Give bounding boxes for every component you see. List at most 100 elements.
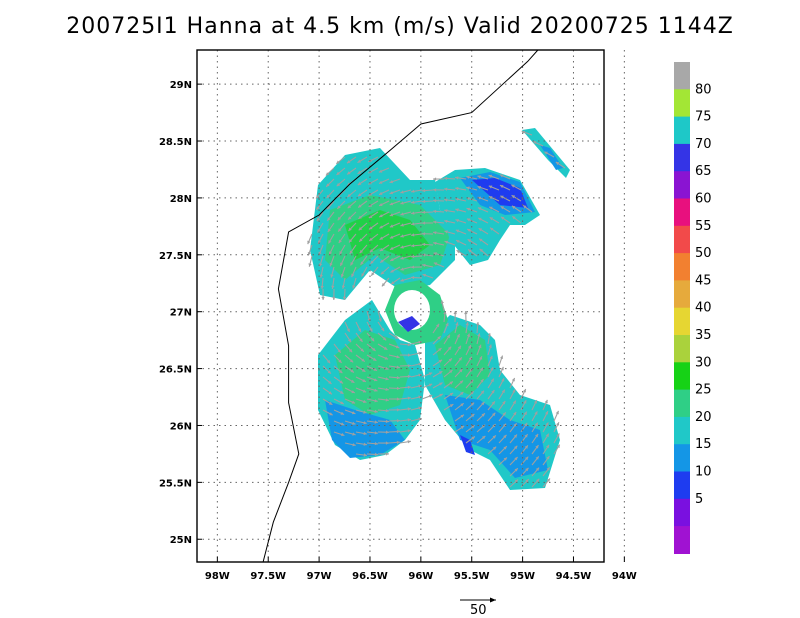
wind-arrowhead xyxy=(437,336,441,340)
wind-arrowhead xyxy=(379,203,383,206)
wind-arrowhead xyxy=(433,177,437,181)
wind-arrowhead xyxy=(385,419,389,424)
colorbar-segment xyxy=(674,335,690,363)
wind-arrowhead xyxy=(373,378,378,382)
wind-arrowhead xyxy=(481,413,485,417)
wind-arrowhead xyxy=(411,265,415,269)
wind-arrowhead xyxy=(546,456,550,460)
wind-arrowhead xyxy=(535,456,539,460)
wind-arrowhead xyxy=(445,322,449,327)
wind-arrowhead xyxy=(503,434,507,439)
wind-arrowhead xyxy=(361,358,365,362)
wind-arrowhead xyxy=(455,322,459,326)
wind-arrowhead xyxy=(389,202,394,206)
wind-arrowhead xyxy=(328,401,333,405)
wind-arrowhead xyxy=(460,414,464,418)
wind-arrowhead xyxy=(357,181,362,185)
wind-arrowhead xyxy=(433,231,437,235)
wind-arrowhead xyxy=(500,206,505,210)
wind-arrowhead xyxy=(411,233,415,237)
wind-arrowhead xyxy=(466,207,471,211)
wind-arrowhead xyxy=(336,171,340,175)
wind-arrowhead xyxy=(411,244,415,248)
wind-arrowhead xyxy=(350,379,355,383)
wind-arrowhead xyxy=(500,216,505,220)
wind-arrowhead xyxy=(359,238,363,242)
wind-arrowhead xyxy=(338,239,342,244)
wind-arrowhead xyxy=(489,206,493,210)
wind-arrowhead xyxy=(350,262,354,266)
wind-arrowhead xyxy=(390,269,394,273)
wind-arrowhead xyxy=(418,384,422,388)
wind-arrowhead xyxy=(327,370,331,374)
wind-arrowhead xyxy=(455,208,459,212)
wind-arrowhead xyxy=(444,219,448,223)
wind-arrowhead xyxy=(488,185,493,189)
wind-arrowhead xyxy=(500,366,504,371)
wind-arrowhead xyxy=(489,196,493,200)
wind-arrowhead xyxy=(521,130,526,134)
wind-arrowhead xyxy=(467,239,472,243)
wind-arrowhead xyxy=(501,378,505,382)
colorbar-label: 15 xyxy=(695,437,712,452)
wind-arrowhead xyxy=(523,411,527,416)
wind-arrowhead xyxy=(373,367,377,371)
wind-arrowhead xyxy=(545,433,549,438)
wind-arrowhead xyxy=(523,400,527,404)
wind-arrowhead xyxy=(400,245,404,249)
wind-arrowhead xyxy=(407,385,411,389)
wind-arrowhead xyxy=(316,217,320,222)
wind-arrowhead xyxy=(466,175,470,179)
colorbar-label: 55 xyxy=(695,219,712,234)
wind-arrowhead xyxy=(390,258,394,261)
wind-arrowhead xyxy=(348,216,352,220)
wind-arrowhead xyxy=(438,359,443,363)
wind-arrowhead xyxy=(374,442,378,446)
wind-arrowhead xyxy=(492,446,497,450)
wind-arrowhead xyxy=(374,399,378,403)
wind-arrowhead xyxy=(351,273,355,278)
wind-arrowhead xyxy=(346,328,350,332)
wind-arrowhead xyxy=(482,435,486,440)
wind-arrowhead xyxy=(352,443,356,447)
wind-patch-sw-inner xyxy=(335,330,410,415)
wind-arrowhead xyxy=(329,412,333,416)
wind-arrowhead xyxy=(556,422,560,426)
wind-arrowhead xyxy=(407,407,411,411)
wind-arrowhead xyxy=(479,238,483,242)
reference-vector: 50 xyxy=(460,597,496,618)
wind-arrowhead xyxy=(480,379,484,383)
wind-arrowhead xyxy=(556,433,560,437)
wind-arrowhead xyxy=(328,391,332,395)
wind-arrowhead xyxy=(511,195,516,199)
wind-arrowhead xyxy=(342,296,347,300)
lat-tick-label: 27.5N xyxy=(159,251,192,262)
wind-arrowhead xyxy=(418,406,422,410)
wind-arrowhead xyxy=(471,425,475,429)
wind-arrowhead xyxy=(502,412,506,416)
chart-title: 200725I1 Hanna at 4.5 km (m/s) Valid 202… xyxy=(66,14,734,39)
wind-arrowhead xyxy=(374,420,378,424)
wind-arrowhead xyxy=(347,205,352,209)
lon-tick-label: 96.5W xyxy=(352,571,388,582)
wind-arrowhead xyxy=(514,468,518,472)
wind-arrowhead xyxy=(383,346,388,350)
colorbar-segment xyxy=(674,471,690,500)
wind-arrowhead xyxy=(512,389,516,393)
wind-arrowhead xyxy=(481,401,485,406)
wind-arrowhead xyxy=(407,364,411,368)
wind-arrowhead xyxy=(535,467,540,471)
wind-arrowhead xyxy=(346,160,351,164)
wind-arrowhead xyxy=(400,256,404,260)
wind-arrowhead xyxy=(340,422,345,426)
wind-arrowhead xyxy=(491,401,495,405)
wind-arrowhead xyxy=(363,399,367,404)
wind-arrowhead xyxy=(488,174,493,178)
lat-tick-label: 26.5N xyxy=(159,365,192,376)
wind-arrowhead xyxy=(467,345,471,349)
lat-tick-label: 27N xyxy=(170,308,192,319)
colorbar-segment xyxy=(674,225,690,254)
wind-arrowhead xyxy=(455,229,460,233)
wind-arrowhead xyxy=(513,434,517,438)
colorbar-segment xyxy=(674,143,690,172)
